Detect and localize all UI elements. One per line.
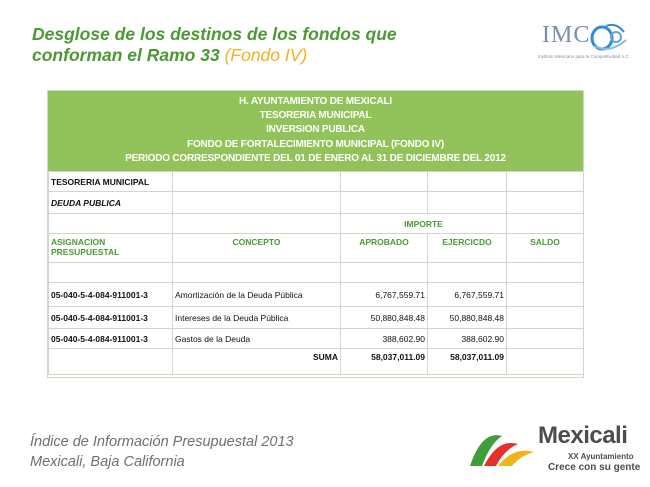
mexicali-logo: Mexicali XX Ayuntamiento Crece con su ge… bbox=[468, 420, 648, 480]
report-header-line: FONDO DE FORTALECIMIENTO MUNICIPAL (FOND… bbox=[187, 138, 444, 150]
empty-cell bbox=[506, 213, 584, 234]
cell-ejercido: 50,880,848.48 bbox=[427, 306, 507, 329]
column-header-asignacion: ASIGNACION PRESUPUESTAL bbox=[48, 233, 173, 263]
total-aprobado: 58,037,011.09 bbox=[340, 348, 428, 375]
empty-cell bbox=[427, 191, 507, 214]
cell-code: 05-040-5-4-084-911001-3 bbox=[48, 328, 173, 349]
cell-saldo bbox=[506, 306, 584, 329]
title-line-1: Desglose de los destinos de los fondos q… bbox=[32, 24, 397, 44]
cell-concept: Intereses de la Deuda Pública bbox=[172, 306, 341, 329]
empty-cell bbox=[340, 191, 428, 214]
imco-logo-letters: IMC bbox=[542, 22, 591, 48]
cell-ejercido: 388,602.90 bbox=[427, 328, 507, 349]
cell-aprobado: 6,767,559.71 bbox=[340, 282, 428, 307]
report-header-line: H. AYUNTAMIENTO DE MEXICALI bbox=[239, 96, 392, 107]
empty-cell bbox=[506, 171, 584, 192]
mexicali-logo-subtitle: XX Ayuntamiento bbox=[568, 452, 634, 461]
cell-code: 05-040-5-4-084-911001-3 bbox=[48, 306, 173, 329]
footer-line-2: Mexicali, Baja California bbox=[30, 454, 185, 470]
budget-report: H. AYUNTAMIENTO DE MEXICALI TESORERIA MU… bbox=[47, 90, 584, 378]
section-label: TESORERIA MUNICIPAL bbox=[48, 171, 173, 192]
cell-aprobado: 388,602.90 bbox=[340, 328, 428, 349]
empty-cell bbox=[427, 262, 507, 283]
empty-cell bbox=[48, 213, 173, 234]
cell-concept: Gastos de la Deuda bbox=[172, 328, 341, 349]
mexicali-logo-name: Mexicali bbox=[538, 422, 628, 449]
subsection-label: DEUDA PUBLICA bbox=[48, 191, 173, 214]
page-title: Desglose de los destinos de los fondos q… bbox=[32, 24, 452, 66]
cell-aprobado: 50,880,848.48 bbox=[340, 306, 428, 329]
empty-cell bbox=[506, 191, 584, 214]
imco-tagline: Instituto Mexicano para la Competitivida… bbox=[538, 54, 631, 59]
report-header-line: INVERSION PUBLICA bbox=[266, 124, 365, 136]
column-header-aprobado: APROBADO bbox=[340, 233, 428, 263]
report-header-line: TESORERIA MUNICIPAL bbox=[259, 110, 372, 122]
budget-table: TESORERIA MUNICIPAL DEUDA PUBLICA IMPORT… bbox=[48, 171, 584, 375]
cell-concept: Amortización de la Deuda Pública bbox=[172, 282, 341, 307]
report-header: H. AYUNTAMIENTO DE MEXICALI TESORERIA MU… bbox=[48, 91, 583, 171]
empty-cell bbox=[340, 262, 428, 283]
empty-cell bbox=[172, 262, 341, 283]
imco-swirl-icon bbox=[590, 23, 627, 51]
empty-cell bbox=[340, 171, 428, 192]
table-row: DEUDA PUBLICA bbox=[48, 191, 584, 214]
title-highlight: (Fondo IV) bbox=[224, 45, 308, 65]
cell-code: 05-040-5-4-084-911001-3 bbox=[48, 282, 173, 307]
footer: Índice de Información Presupuestal 2013 … bbox=[30, 432, 294, 472]
mexicali-logo-slogan: Crece con su gente bbox=[548, 462, 641, 473]
table-row bbox=[48, 262, 584, 283]
column-header-ejercido: EJERCICDO bbox=[427, 233, 507, 263]
footer-line-1: Índice de Información Presupuestal 2013 bbox=[30, 434, 294, 450]
empty-cell bbox=[48, 348, 173, 375]
total-saldo bbox=[506, 348, 584, 375]
empty-cell bbox=[172, 171, 341, 192]
column-header-concepto: CONCEPTO bbox=[172, 233, 341, 263]
column-header-row: ASIGNACION PRESUPUESTAL CONCEPTO APROBAD… bbox=[48, 233, 584, 263]
cell-saldo bbox=[506, 328, 584, 349]
empty-cell bbox=[172, 191, 341, 214]
title-line-2-main: conforman el Ramo 33 bbox=[32, 45, 225, 65]
title-line-2: conforman el Ramo 33 (Fondo IV) bbox=[32, 45, 452, 66]
imco-logo: IMC Instituto Mexicano para la Competiti… bbox=[532, 18, 636, 64]
empty-cell bbox=[506, 262, 584, 283]
table-row: 05-040-5-4-084-911001-3 Intereses de la … bbox=[48, 306, 584, 329]
table-row: IMPORTE bbox=[48, 213, 584, 234]
mexicali-leaf-icon bbox=[470, 435, 534, 466]
column-header-saldo: SALDO bbox=[506, 233, 584, 263]
cell-saldo bbox=[506, 282, 584, 307]
table-row: TESORERIA MUNICIPAL bbox=[48, 171, 584, 192]
total-row: SUMA 58,037,011.09 58,037,011.09 bbox=[48, 348, 584, 375]
empty-cell bbox=[172, 213, 341, 234]
importe-header: IMPORTE bbox=[340, 213, 507, 234]
cell-ejercido: 6,767,559.71 bbox=[427, 282, 507, 307]
table-row: 05-040-5-4-084-911001-3 Amortización de … bbox=[48, 282, 584, 307]
empty-cell bbox=[48, 262, 173, 283]
total-ejercido: 58,037,011.09 bbox=[427, 348, 507, 375]
total-label: SUMA bbox=[172, 348, 341, 375]
report-header-line: PERIODO CORRESPONDIENTE DEL 01 DE ENERO … bbox=[125, 152, 506, 164]
empty-cell bbox=[427, 171, 507, 192]
table-row: 05-040-5-4-084-911001-3 Gastos de la Deu… bbox=[48, 328, 584, 349]
